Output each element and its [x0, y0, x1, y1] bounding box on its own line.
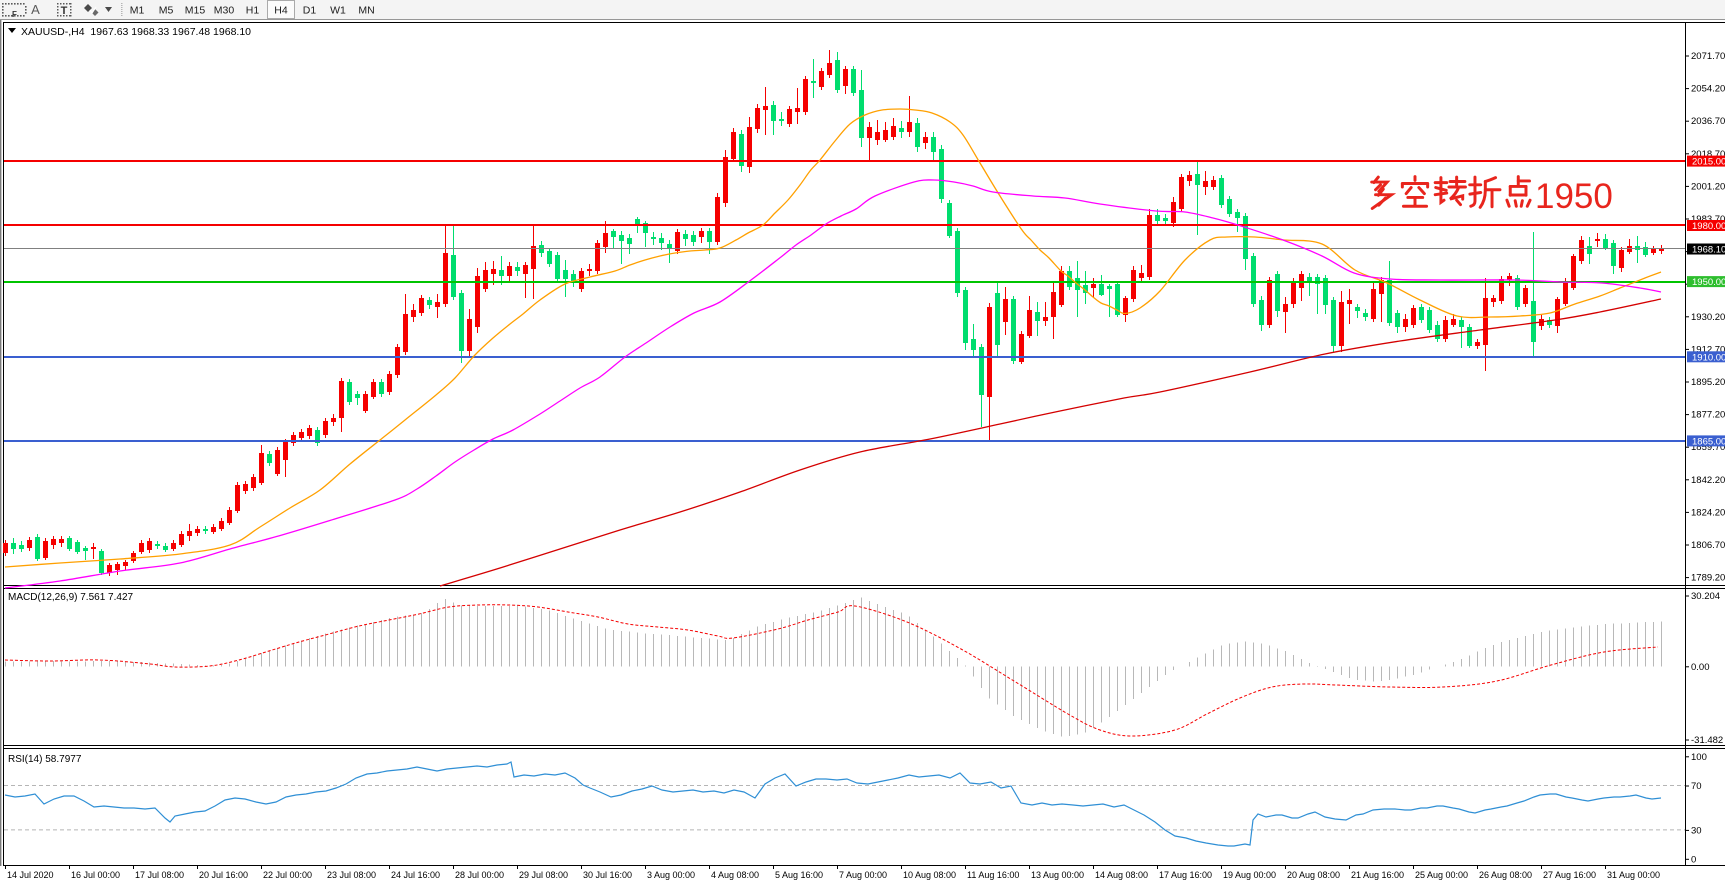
- svg-text:W1: W1: [330, 5, 346, 17]
- svg-text:31 Aug 00:00: 31 Aug 00:00: [1607, 870, 1660, 880]
- svg-text:2015.00: 2015.00: [1692, 157, 1725, 168]
- svg-text:-31.482: -31.482: [1691, 735, 1723, 746]
- svg-text:10 Aug 08:00: 10 Aug 08:00: [903, 870, 956, 880]
- svg-text:1789.20: 1789.20: [1691, 573, 1725, 584]
- svg-text:0: 0: [1691, 854, 1696, 865]
- svg-text:17 Jul 08:00: 17 Jul 08:00: [135, 870, 184, 880]
- svg-text:2036.70: 2036.70: [1691, 116, 1725, 127]
- svg-text:1842.20: 1842.20: [1691, 475, 1725, 486]
- svg-text:A: A: [31, 2, 40, 17]
- svg-text:M5: M5: [159, 5, 174, 17]
- svg-text:5 Aug 16:00: 5 Aug 16:00: [775, 870, 823, 880]
- svg-text:H4: H4: [274, 5, 288, 17]
- svg-text:30 Jul 16:00: 30 Jul 16:00: [583, 870, 632, 880]
- svg-text:2054.20: 2054.20: [1691, 84, 1725, 95]
- svg-text:H1: H1: [246, 5, 260, 17]
- svg-text:1877.20: 1877.20: [1691, 410, 1725, 421]
- svg-text:1824.20: 1824.20: [1691, 507, 1725, 518]
- svg-text:29 Jul 08:00: 29 Jul 08:00: [519, 870, 568, 880]
- svg-text:30.204: 30.204: [1691, 591, 1720, 602]
- svg-text:7 Aug 00:00: 7 Aug 00:00: [839, 870, 887, 880]
- svg-text:1910.00: 1910.00: [1692, 352, 1725, 363]
- svg-text:M15: M15: [185, 5, 206, 17]
- svg-text:2071.70: 2071.70: [1691, 51, 1725, 62]
- svg-text:T: T: [61, 5, 68, 17]
- svg-text:0.00: 0.00: [1691, 662, 1710, 673]
- svg-text:19 Aug 00:00: 19 Aug 00:00: [1223, 870, 1276, 880]
- svg-text:1950.00: 1950.00: [1692, 277, 1725, 288]
- svg-text:1980.00: 1980.00: [1692, 221, 1725, 232]
- svg-text:23 Jul 08:00: 23 Jul 08:00: [327, 870, 376, 880]
- svg-text:24 Jul 16:00: 24 Jul 16:00: [391, 870, 440, 880]
- svg-text:14 Jul 2020: 14 Jul 2020: [7, 870, 54, 880]
- svg-text:20 Jul 16:00: 20 Jul 16:00: [199, 870, 248, 880]
- svg-text:RSI(14) 58.7977: RSI(14) 58.7977: [8, 754, 82, 765]
- svg-text:27 Aug 16:00: 27 Aug 16:00: [1543, 870, 1596, 880]
- svg-text:2001.20: 2001.20: [1691, 181, 1725, 192]
- svg-text:1859.70: 1859.70: [1691, 442, 1725, 453]
- svg-text:M30: M30: [214, 5, 235, 17]
- svg-text:F: F: [12, 10, 17, 19]
- svg-text:28 Jul 00:00: 28 Jul 00:00: [455, 870, 504, 880]
- svg-text:26 Aug 08:00: 26 Aug 08:00: [1479, 870, 1532, 880]
- svg-text:XAUUSD-,H4 1967.63 1968.33 19: XAUUSD-,H4 1967.63 1968.33 1967.48 1968.…: [21, 26, 251, 38]
- svg-text:1895.20: 1895.20: [1691, 377, 1725, 388]
- svg-text:1912.70: 1912.70: [1691, 344, 1725, 355]
- svg-text:MACD(12,26,9) 7.561 7.427: MACD(12,26,9) 7.561 7.427: [8, 592, 134, 603]
- svg-text:1968.10: 1968.10: [1692, 245, 1725, 256]
- svg-text:M1: M1: [130, 5, 145, 17]
- svg-text:1930.20: 1930.20: [1691, 312, 1725, 323]
- svg-text:1983.70: 1983.70: [1691, 214, 1725, 225]
- svg-text:4 Aug 08:00: 4 Aug 08:00: [711, 870, 759, 880]
- svg-text:1865.00: 1865.00: [1692, 436, 1725, 447]
- svg-text:70: 70: [1691, 781, 1702, 792]
- svg-text:100: 100: [1691, 752, 1707, 763]
- svg-text:1950: 1950: [1535, 177, 1613, 216]
- svg-text:13 Aug 00:00: 13 Aug 00:00: [1031, 870, 1084, 880]
- svg-text:21 Aug 16:00: 21 Aug 16:00: [1351, 870, 1404, 880]
- svg-text:17 Aug 16:00: 17 Aug 16:00: [1159, 870, 1212, 880]
- svg-text:16 Jul 00:00: 16 Jul 00:00: [71, 870, 120, 880]
- svg-text:1806.70: 1806.70: [1691, 540, 1725, 551]
- svg-text:20 Aug 08:00: 20 Aug 08:00: [1287, 870, 1340, 880]
- svg-text:30: 30: [1691, 825, 1702, 836]
- svg-text:D1: D1: [303, 5, 317, 17]
- svg-text:2018.70: 2018.70: [1691, 149, 1725, 160]
- svg-text:MN: MN: [358, 5, 374, 17]
- svg-text:3 Aug 00:00: 3 Aug 00:00: [647, 870, 695, 880]
- svg-text:11 Aug 16:00: 11 Aug 16:00: [967, 870, 1019, 880]
- svg-text:14 Aug 08:00: 14 Aug 08:00: [1095, 870, 1148, 880]
- svg-text:22 Jul 00:00: 22 Jul 00:00: [263, 870, 312, 880]
- svg-text:25 Aug 00:00: 25 Aug 00:00: [1415, 870, 1468, 880]
